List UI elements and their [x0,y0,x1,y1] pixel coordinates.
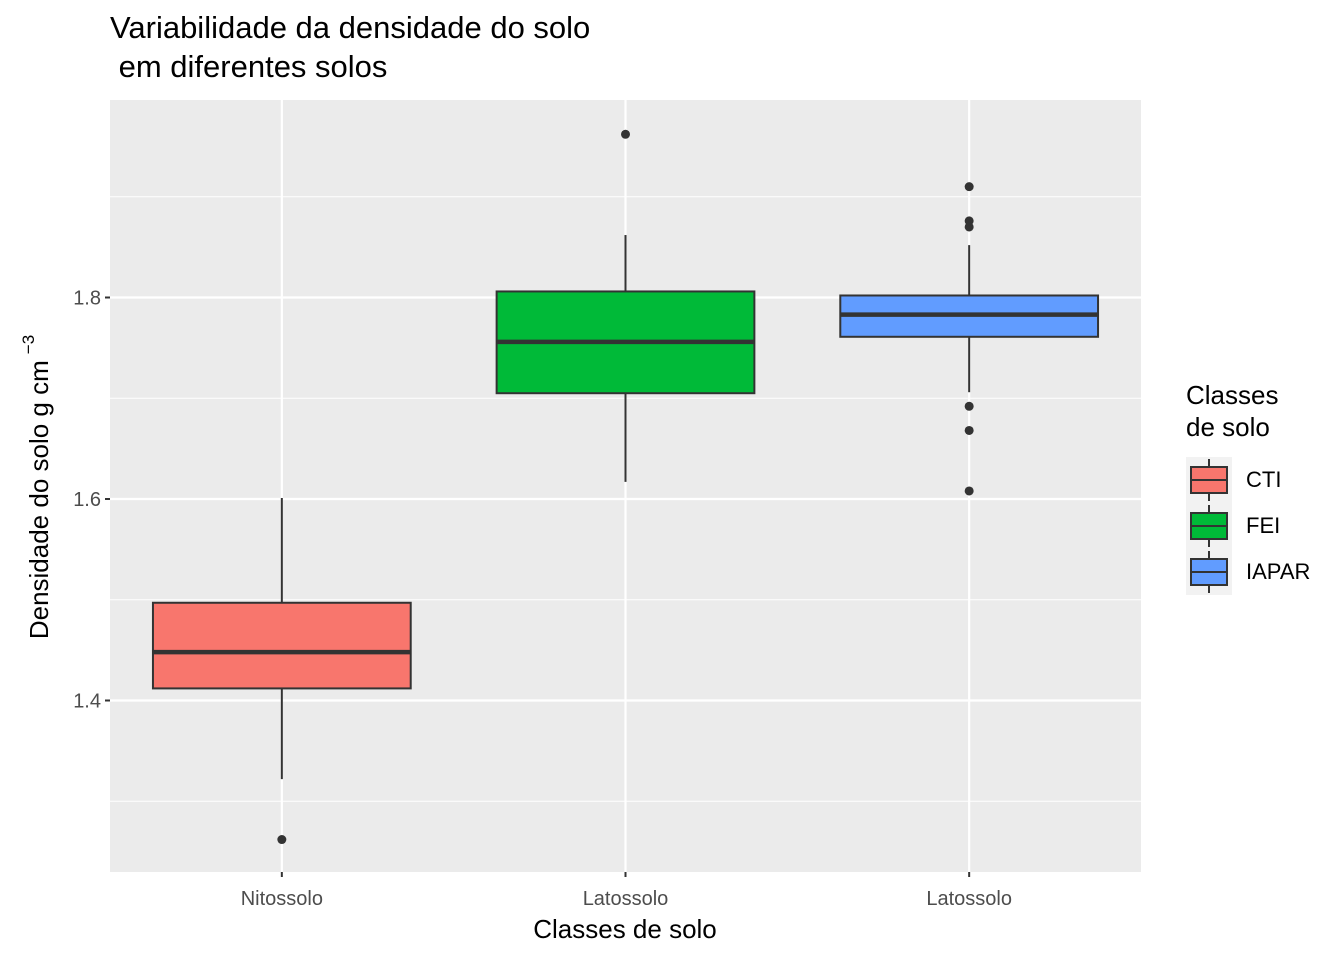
legend-label-iapar: IAPAR [1246,559,1311,584]
y-axis-label-text: Densidade do solo g cm [24,360,54,640]
outlier-point [621,129,630,139]
legend-title-line-2: de solo [1186,412,1270,442]
y-axis-label: Densidade do solo g cm −3 [19,335,55,639]
y-tick-label: 1.8 [73,288,101,310]
outlier-point [964,486,974,496]
legend-label-fei: FEI [1246,513,1281,538]
outlier-point [277,835,287,845]
x-axis-label: Classes de solo [533,914,717,944]
x-tick-label: Nitossolo [241,888,323,910]
outlier-point [964,401,974,411]
outlier-point [964,222,974,232]
y-tick-label: 1.4 [73,691,101,713]
x-tick-label: Latossolo [583,888,669,910]
chart-title-line-2: em diferentes solos [110,49,388,84]
outlier-point [964,182,974,192]
legend-label-cti: CTI [1246,467,1282,492]
y-tick-label: 1.6 [73,489,101,511]
y-axis-label-exponent: −3 [19,334,38,355]
outlier-point [964,425,974,435]
legend-title-line-1: Classes [1186,380,1279,410]
box-cti [151,601,412,690]
chart-title-line-1: Variabilidade da densidade do solo [110,10,591,45]
x-tick-label: Latossolo [926,888,1012,910]
